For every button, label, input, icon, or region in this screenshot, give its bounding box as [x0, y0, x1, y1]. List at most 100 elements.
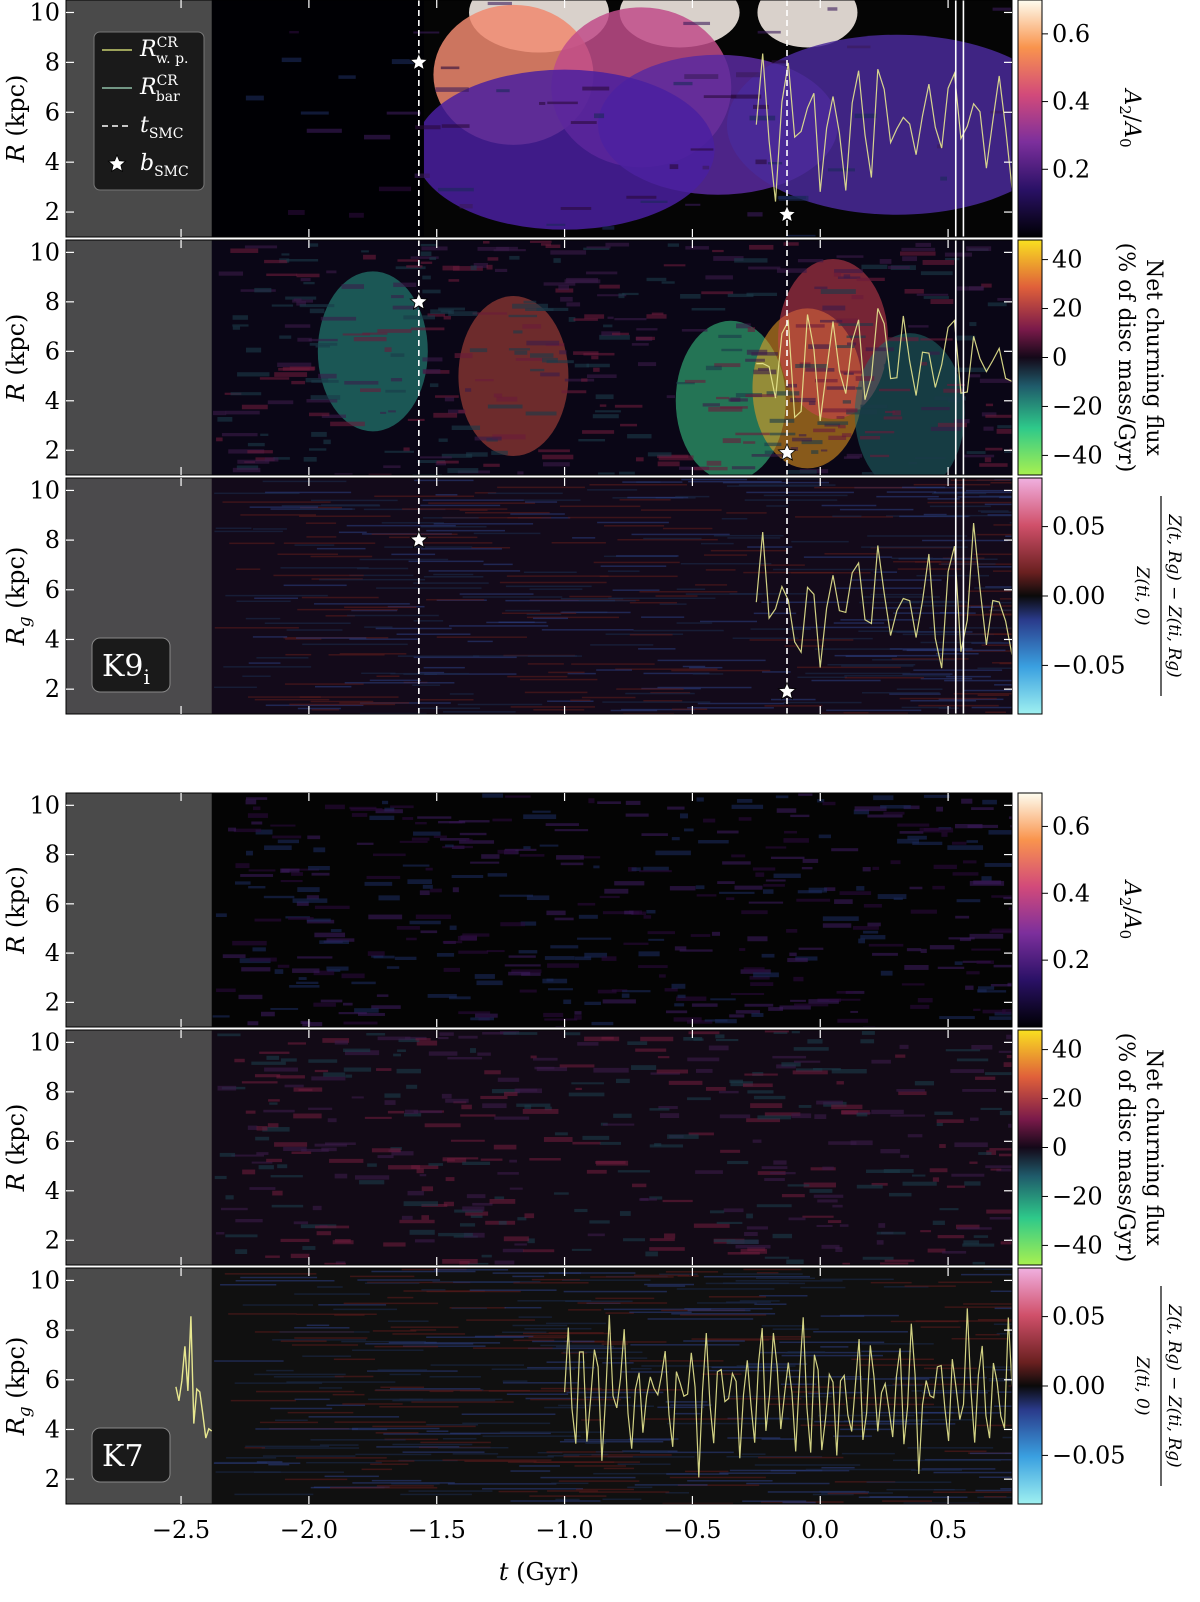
heatmap-texture	[426, 529, 506, 532]
heatmap-texture	[363, 254, 376, 260]
heatmap-texture	[910, 1004, 930, 1009]
heatmap-texture	[614, 318, 647, 321]
heatmap-texture	[590, 644, 654, 646]
heatmap-texture	[219, 1152, 236, 1157]
heatmap-texture	[241, 967, 271, 972]
heatmap-texture	[234, 1382, 323, 1384]
heatmap-texture	[595, 1161, 626, 1164]
heatmap-texture	[936, 806, 943, 812]
heatmap-texture	[458, 950, 489, 954]
y-tick-label: 8	[45, 288, 60, 316]
heatmap-texture	[297, 956, 333, 959]
heatmap-texture	[662, 1199, 693, 1203]
heatmap-texture	[755, 1277, 815, 1280]
heatmap-texture	[883, 416, 903, 420]
heatmap-texture	[746, 349, 768, 355]
heatmap-texture	[791, 540, 849, 543]
heatmap-texture	[594, 113, 605, 119]
heatmap-texture	[261, 1447, 360, 1449]
heatmap-texture	[803, 1182, 837, 1188]
heatmap-texture	[790, 572, 871, 574]
heatmap-texture	[459, 832, 487, 836]
heatmap-texture	[946, 1185, 966, 1188]
heatmap-texture	[718, 334, 742, 339]
heatmap-texture	[977, 989, 987, 993]
heatmap-texture	[998, 1050, 1012, 1053]
heatmap-texture	[563, 1453, 609, 1456]
heatmap-texture	[344, 682, 455, 684]
heatmap-texture	[542, 454, 574, 460]
heatmap-texture	[484, 1070, 501, 1075]
heatmap-texture	[254, 698, 330, 701]
heatmap-texture	[364, 1116, 392, 1119]
heatmap-texture	[553, 1192, 569, 1195]
heatmap-texture	[403, 1113, 422, 1117]
heatmap-texture	[669, 886, 696, 891]
heatmap-texture	[371, 533, 458, 536]
heatmap-texture	[544, 956, 575, 960]
heatmap-texture	[308, 1416, 400, 1418]
heatmap-texture	[907, 1447, 994, 1449]
heatmap-texture	[1008, 816, 1012, 819]
heatmap-texture	[524, 1104, 532, 1110]
heatmap-texture	[591, 1454, 672, 1456]
heatmap-texture	[459, 509, 488, 511]
simulation-label-text: K9i	[102, 649, 150, 689]
heatmap-texture	[266, 1369, 294, 1372]
heatmap-texture	[727, 537, 781, 539]
heatmap-texture	[559, 1440, 664, 1443]
heatmap-texture	[839, 891, 872, 896]
heatmap-texture	[997, 425, 1012, 429]
heatmap-texture	[847, 45, 871, 49]
heatmap-texture	[236, 600, 291, 603]
colorbar-gradient	[1017, 792, 1043, 1028]
heatmap-texture	[697, 1302, 757, 1304]
heatmap-texture	[351, 981, 376, 985]
heatmap-texture	[913, 483, 991, 486]
heatmap-texture	[872, 952, 898, 956]
heatmap-texture	[441, 453, 473, 458]
heatmap-texture	[963, 689, 1012, 692]
heatmap-texture	[987, 514, 1012, 516]
heatmap-texture	[707, 1339, 770, 1341]
heatmap-texture	[459, 840, 495, 844]
cr-line	[756, 308, 1012, 421]
heatmap-texture	[817, 421, 849, 425]
heatmap-texture	[406, 937, 417, 941]
heatmap-texture	[510, 513, 565, 515]
colorbar-tick-label: 0.05	[1052, 513, 1105, 541]
heatmap-texture	[630, 1367, 652, 1370]
heatmap-texture	[811, 679, 881, 682]
heatmap-texture	[241, 1081, 278, 1084]
heatmap-texture	[432, 1280, 541, 1283]
heatmap-texture	[513, 1339, 555, 1342]
heatmap-texture	[435, 494, 458, 496]
heatmap-texture	[324, 1142, 356, 1145]
heatmap-texture	[649, 1108, 670, 1111]
heatmap-texture	[256, 1461, 283, 1463]
heatmap-texture	[635, 457, 644, 462]
heatmap-texture	[277, 362, 312, 368]
heatmap-texture	[671, 983, 686, 989]
heatmap-texture	[722, 1282, 789, 1284]
heatmap-texture	[354, 1175, 390, 1180]
y-tick-label: 6	[45, 1366, 60, 1394]
heatmap-texture	[254, 1373, 346, 1376]
heatmap-texture	[546, 360, 574, 364]
heatmap-texture	[586, 1389, 683, 1391]
heatmap-texture	[391, 553, 436, 556]
heatmap-texture	[835, 345, 855, 349]
heatmap-texture	[739, 948, 746, 951]
heatmap-texture	[593, 865, 600, 869]
heatmap-texture	[296, 901, 309, 906]
heatmap-texture	[904, 965, 929, 970]
heatmap-texture	[566, 302, 581, 307]
heatmap-texture	[508, 314, 538, 318]
heatmap-texture	[564, 1032, 581, 1036]
heatmap-texture	[834, 269, 863, 274]
heatmap-texture	[299, 515, 391, 517]
heatmap-texture	[935, 652, 979, 655]
heatmap-texture	[230, 1399, 296, 1402]
heatmap-texture	[359, 712, 427, 714]
heatmap-background	[66, 793, 1012, 1027]
